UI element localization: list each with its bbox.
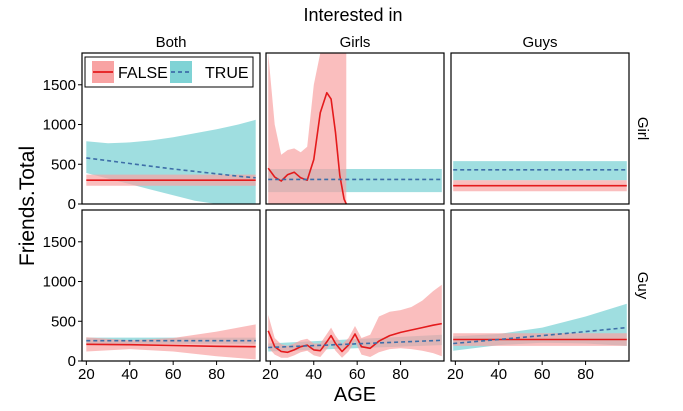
x-tick-label: 40 xyxy=(490,366,507,383)
col-facet-label: Guys xyxy=(522,34,557,51)
y-tick-label: 1500 xyxy=(43,77,76,94)
confidence-band-true xyxy=(453,161,627,181)
series-line-false xyxy=(86,343,256,348)
row-facet-label: Girl xyxy=(634,117,651,140)
series-line-true xyxy=(268,339,442,349)
panel-guy-guys: 20 40 60 80 xyxy=(447,209,630,383)
panel-border xyxy=(450,52,630,205)
series-line-false xyxy=(267,322,442,354)
x-tick-label: 20 xyxy=(78,366,95,383)
y-tick-label: 500 xyxy=(51,313,76,330)
panel-border xyxy=(265,52,445,205)
panel-guy-both: 0 500 1000 1500 20 40 60 80 xyxy=(43,209,261,383)
x-tick-label: 20 xyxy=(447,366,464,383)
x-tick-label: 60 xyxy=(534,366,551,383)
x-axis-label: AGE xyxy=(334,384,376,406)
y-tick-label: 0 xyxy=(68,196,76,213)
confidence-band-false xyxy=(86,324,256,360)
x-tick-label: 40 xyxy=(121,366,138,383)
x-tick-label: 60 xyxy=(349,366,366,383)
panel-girl-guys xyxy=(450,52,630,205)
chart-title: Interested in xyxy=(303,5,402,25)
legend-key-false xyxy=(92,61,114,83)
legend-key-true xyxy=(170,61,192,83)
legend-label: TRUE xyxy=(205,65,249,82)
x-tick-label: 80 xyxy=(208,366,225,383)
y-tick-label: 500 xyxy=(51,156,76,173)
panel-girl-girls xyxy=(265,52,445,205)
y-tick-label: 1000 xyxy=(43,117,76,134)
confidence-band-false xyxy=(268,53,347,204)
panel-border xyxy=(265,209,445,362)
y-tick-label: 1000 xyxy=(43,274,76,291)
series-line-true xyxy=(86,157,256,179)
confidence-band-false xyxy=(268,284,442,358)
col-facet-label: Girls xyxy=(340,34,371,51)
panel-border xyxy=(450,209,630,362)
x-tick-label: 20 xyxy=(262,366,279,383)
legend-label: FALSE xyxy=(118,65,168,82)
legend: FALSE TRUE xyxy=(84,56,254,88)
x-tick-label: 80 xyxy=(392,366,409,383)
y-axis-label: Friends.Total xyxy=(16,146,39,266)
panel-guy-girls: 20 40 60 80 xyxy=(262,209,445,383)
series-line-true xyxy=(453,326,627,345)
col-facet-label: Both xyxy=(156,34,187,51)
y-tick-label: 1500 xyxy=(43,234,76,251)
x-tick-label: 40 xyxy=(305,366,322,383)
row-facet-label: Guy xyxy=(634,272,651,300)
y-tick-label: 0 xyxy=(68,353,76,370)
panel-border xyxy=(81,209,261,362)
x-tick-label: 60 xyxy=(165,366,182,383)
panel-border xyxy=(81,52,261,205)
x-tick-label: 80 xyxy=(577,366,594,383)
